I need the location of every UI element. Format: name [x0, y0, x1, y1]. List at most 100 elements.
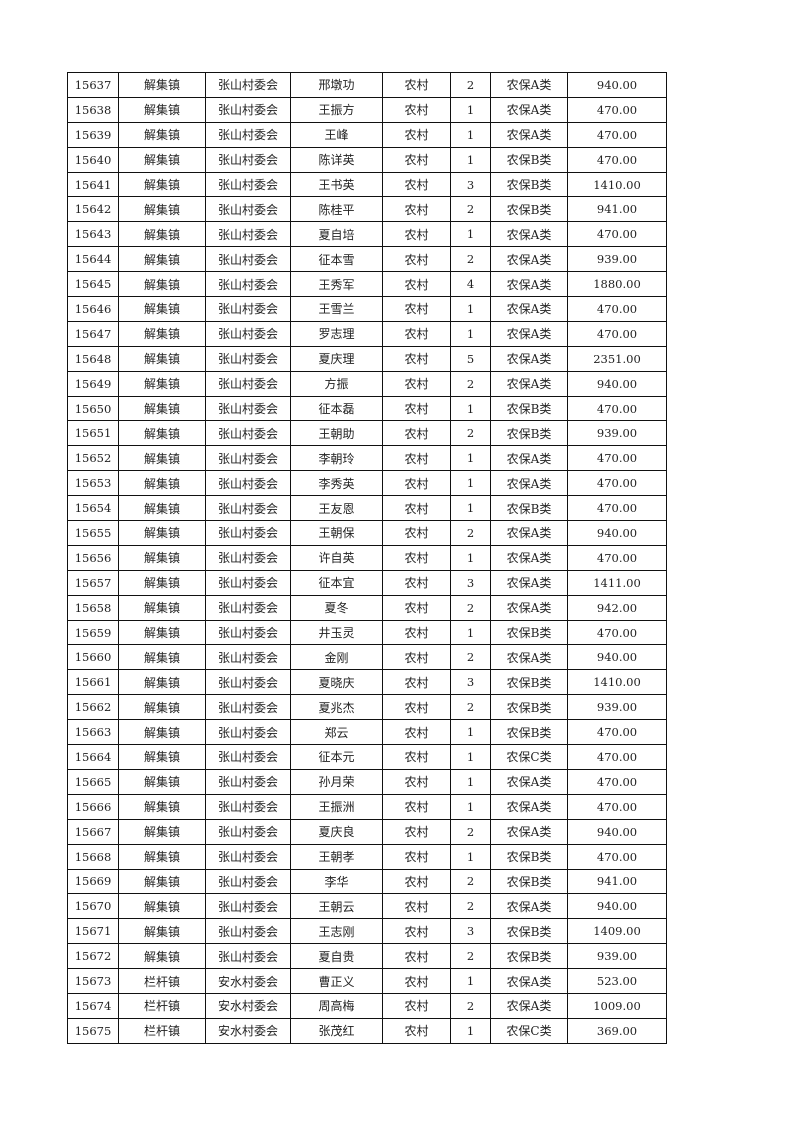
cell-insurance-category: 农保A类	[490, 893, 568, 920]
table-row: 15640 解集镇 张山村委会 陈详英 农村 1 农保B类 470.00	[67, 146, 667, 173]
cell-row-id: 15666	[67, 793, 119, 820]
cell-town: 解集镇	[118, 818, 206, 845]
cell-person-name: 王友恩	[290, 495, 383, 522]
cell-insurance-category: 农保A类	[490, 345, 568, 372]
cell-amount: 1009.00	[567, 992, 667, 1019]
cell-insurance-category: 农保A类	[490, 296, 568, 322]
table-row: 15661 解集镇 张山村委会 夏晓庆 农村 3 农保B类 1410.00	[67, 669, 667, 696]
cell-town: 栏杆镇	[118, 992, 206, 1019]
cell-town: 解集镇	[118, 943, 206, 970]
cell-village-committee: 张山村委会	[205, 918, 291, 945]
cell-amount: 939.00	[567, 246, 667, 273]
table-row: 15647 解集镇 张山村委会 罗志理 农村 1 农保A类 470.00	[67, 320, 667, 347]
cell-member-count: 1	[450, 793, 491, 820]
cell-insurance-category: 农保B类	[490, 619, 568, 646]
cell-row-id: 15660	[67, 644, 119, 671]
cell-person-name: 王朝助	[290, 420, 383, 447]
cell-amount: 1410.00	[567, 171, 667, 198]
table-row: 15646 解集镇 张山村委会 王雪兰 农村 1 农保A类 470.00	[67, 296, 667, 322]
cell-town: 解集镇	[118, 271, 206, 298]
cell-person-name: 金刚	[290, 644, 383, 671]
cell-person-name: 李秀英	[290, 470, 383, 497]
cell-village-committee: 张山村委会	[205, 694, 291, 721]
cell-person-name: 郑云	[290, 719, 383, 746]
cell-insurance-category: 农保A类	[490, 246, 568, 273]
cell-amount: 470.00	[567, 445, 667, 472]
cell-town: 解集镇	[118, 72, 206, 98]
cell-amount: 1880.00	[567, 271, 667, 298]
cell-village-committee: 安水村委会	[205, 968, 291, 994]
cell-town: 解集镇	[118, 544, 206, 571]
table-row: 15654 解集镇 张山村委会 王友恩 农村 1 农保B类 470.00	[67, 495, 667, 522]
table-row: 15665 解集镇 张山村委会 孙月荣 农村 1 农保A类 470.00	[67, 768, 667, 795]
cell-person-name: 周高梅	[290, 992, 383, 1019]
cell-member-count: 2	[450, 868, 491, 895]
cell-town: 解集镇	[118, 121, 206, 148]
cell-member-count: 2	[450, 520, 491, 546]
table-row: 15664 解集镇 张山村委会 征本元 农村 1 农保C类 470.00	[67, 744, 667, 770]
cell-insurance-category: 农保A类	[490, 320, 568, 347]
cell-village-committee: 张山村委会	[205, 395, 291, 422]
cell-household-type: 农村	[382, 644, 451, 671]
cell-town: 解集镇	[118, 320, 206, 347]
cell-person-name: 王朝保	[290, 520, 383, 546]
table-row: 15648 解集镇 张山村委会 夏庆理 农村 5 农保A类 2351.00	[67, 345, 667, 372]
cell-member-count: 2	[450, 818, 491, 845]
cell-insurance-category: 农保A类	[490, 968, 568, 994]
cell-row-id: 15672	[67, 943, 119, 970]
table-body: 15637 解集镇 张山村委会 邢墩功 农村 2 农保A类 940.00 15638 解集镇 张山村…	[67, 72, 667, 1044]
cell-town: 解集镇	[118, 893, 206, 920]
cell-row-id: 15640	[67, 146, 119, 173]
cell-village-committee: 张山村委会	[205, 196, 291, 223]
cell-row-id: 15665	[67, 768, 119, 795]
cell-insurance-category: 农保B类	[490, 495, 568, 522]
cell-household-type: 农村	[382, 196, 451, 223]
cell-person-name: 夏庆良	[290, 818, 383, 845]
cell-household-type: 农村	[382, 246, 451, 273]
cell-amount: 940.00	[567, 520, 667, 546]
cell-town: 解集镇	[118, 594, 206, 621]
cell-person-name: 征本宜	[290, 569, 383, 596]
cell-person-name: 夏自培	[290, 221, 383, 248]
cell-insurance-category: 农保A类	[490, 594, 568, 621]
cell-household-type: 农村	[382, 569, 451, 596]
cell-household-type: 农村	[382, 594, 451, 621]
cell-insurance-category: 农保B类	[490, 171, 568, 198]
cell-household-type: 农村	[382, 320, 451, 347]
cell-village-committee: 安水村委会	[205, 1017, 291, 1044]
cell-person-name: 罗志理	[290, 320, 383, 347]
cell-town: 解集镇	[118, 495, 206, 522]
table-row: 15637 解集镇 张山村委会 邢墩功 农村 2 农保A类 940.00	[67, 72, 667, 98]
cell-town: 解集镇	[118, 345, 206, 372]
cell-village-committee: 张山村委会	[205, 843, 291, 870]
cell-village-committee: 张山村委会	[205, 146, 291, 173]
cell-town: 解集镇	[118, 868, 206, 895]
cell-member-count: 1	[450, 619, 491, 646]
table-row: 15672 解集镇 张山村委会 夏自贵 农村 2 农保B类 939.00	[67, 943, 667, 970]
table-row: 15653 解集镇 张山村委会 李秀英 农村 1 农保A类 470.00	[67, 470, 667, 497]
cell-village-committee: 张山村委会	[205, 768, 291, 795]
table-row: 15662 解集镇 张山村委会 夏兆杰 农村 2 农保B类 939.00	[67, 694, 667, 721]
cell-row-id: 15662	[67, 694, 119, 721]
cell-town: 解集镇	[118, 246, 206, 273]
cell-insurance-category: 农保A类	[490, 520, 568, 546]
cell-insurance-category: 农保B类	[490, 694, 568, 721]
cell-member-count: 2	[450, 246, 491, 273]
cell-member-count: 1	[450, 470, 491, 497]
cell-town: 解集镇	[118, 445, 206, 472]
cell-row-id: 15638	[67, 96, 119, 123]
cell-household-type: 农村	[382, 793, 451, 820]
cell-village-committee: 张山村委会	[205, 669, 291, 696]
cell-person-name: 孙月荣	[290, 768, 383, 795]
table-row: 15658 解集镇 张山村委会 夏冬 农村 2 农保A类 942.00	[67, 594, 667, 621]
cell-town: 解集镇	[118, 918, 206, 945]
table-row: 15638 解集镇 张山村委会 王振方 农村 1 农保A类 470.00	[67, 96, 667, 123]
cell-member-count: 1	[450, 968, 491, 994]
cell-member-count: 3	[450, 171, 491, 198]
cell-member-count: 2	[450, 992, 491, 1019]
cell-row-id: 15667	[67, 818, 119, 845]
cell-amount: 941.00	[567, 196, 667, 223]
cell-person-name: 邢墩功	[290, 72, 383, 98]
cell-member-count: 1	[450, 146, 491, 173]
cell-household-type: 农村	[382, 146, 451, 173]
